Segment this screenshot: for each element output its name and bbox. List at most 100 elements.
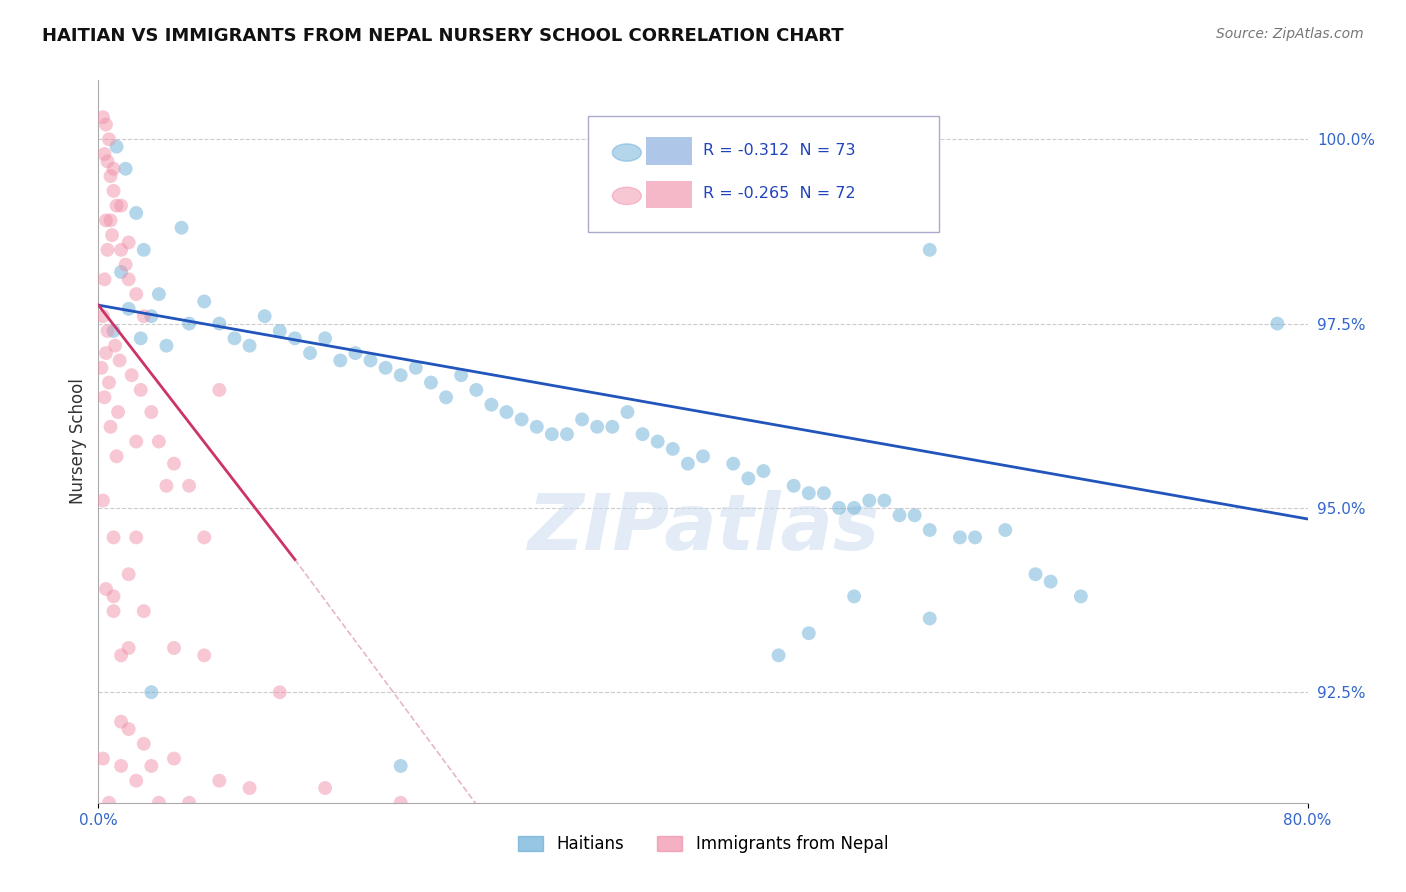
- Text: HAITIAN VS IMMIGRANTS FROM NEPAL NURSERY SCHOOL CORRELATION CHART: HAITIAN VS IMMIGRANTS FROM NEPAL NURSERY…: [42, 27, 844, 45]
- Point: [208, 773, 231, 788]
- Point: [94, 213, 117, 227]
- Point: [783, 479, 806, 493]
- Point: [374, 360, 396, 375]
- Point: [118, 567, 141, 582]
- Point: [98, 376, 121, 390]
- Point: [904, 508, 927, 523]
- Point: [692, 450, 714, 464]
- Point: [103, 184, 125, 198]
- Point: [132, 604, 155, 618]
- Point: [465, 383, 488, 397]
- Point: [148, 796, 170, 810]
- Point: [96, 243, 118, 257]
- Point: [110, 265, 132, 279]
- Point: [1267, 317, 1289, 331]
- Point: [828, 500, 851, 515]
- Point: [98, 132, 121, 146]
- Point: [193, 530, 215, 544]
- Point: [91, 751, 114, 765]
- Point: [284, 331, 307, 345]
- Point: [94, 582, 117, 596]
- Point: [299, 346, 322, 360]
- Point: [155, 479, 177, 493]
- Point: [125, 287, 148, 301]
- Point: [253, 309, 276, 323]
- Circle shape: [613, 144, 641, 161]
- Point: [450, 368, 472, 383]
- Point: [797, 626, 820, 640]
- Point: [91, 493, 114, 508]
- Point: [118, 235, 141, 250]
- Point: [114, 161, 136, 176]
- Point: [723, 457, 745, 471]
- Point: [170, 220, 193, 235]
- Point: [93, 390, 115, 404]
- Point: [405, 360, 427, 375]
- Point: [132, 243, 155, 257]
- Circle shape: [613, 187, 641, 204]
- Point: [103, 530, 125, 544]
- Point: [110, 648, 132, 663]
- Point: [118, 640, 141, 655]
- Point: [163, 457, 186, 471]
- FancyBboxPatch shape: [588, 116, 939, 232]
- Point: [661, 442, 683, 456]
- Point: [179, 796, 201, 810]
- Text: Source: ZipAtlas.com: Source: ZipAtlas.com: [1216, 27, 1364, 41]
- Point: [918, 243, 941, 257]
- Point: [91, 110, 114, 124]
- Point: [110, 714, 132, 729]
- Point: [239, 780, 262, 795]
- Point: [555, 427, 578, 442]
- Point: [93, 147, 115, 161]
- Point: [107, 405, 129, 419]
- Point: [994, 523, 1017, 537]
- Point: [148, 287, 170, 301]
- Point: [571, 412, 593, 426]
- Point: [269, 324, 291, 338]
- Point: [797, 486, 820, 500]
- Point: [105, 199, 128, 213]
- Point: [103, 324, 125, 338]
- Point: [155, 339, 177, 353]
- Point: [132, 737, 155, 751]
- Point: [918, 611, 941, 625]
- Point: [540, 427, 562, 442]
- Point: [94, 346, 117, 360]
- Point: [269, 685, 291, 699]
- Point: [193, 294, 215, 309]
- Point: [108, 353, 131, 368]
- Point: [208, 383, 231, 397]
- Point: [129, 331, 152, 345]
- Point: [510, 412, 533, 426]
- Point: [125, 206, 148, 220]
- Point: [918, 523, 941, 537]
- Point: [1024, 567, 1046, 582]
- Point: [103, 590, 125, 604]
- Point: [329, 353, 352, 368]
- Point: [495, 405, 517, 419]
- Point: [125, 434, 148, 449]
- Point: [314, 331, 336, 345]
- Point: [110, 243, 132, 257]
- Point: [141, 759, 163, 773]
- Point: [132, 309, 155, 323]
- Bar: [647, 137, 692, 165]
- Point: [114, 258, 136, 272]
- Point: [105, 139, 128, 153]
- Point: [389, 796, 412, 810]
- Point: [103, 161, 125, 176]
- Point: [100, 213, 122, 227]
- Point: [100, 419, 122, 434]
- Point: [96, 324, 118, 338]
- Point: [148, 434, 170, 449]
- Point: [965, 530, 987, 544]
- Point: [103, 604, 125, 618]
- Point: [163, 751, 186, 765]
- Point: [93, 272, 115, 286]
- Point: [105, 450, 128, 464]
- Point: [949, 530, 972, 544]
- Point: [94, 118, 117, 132]
- Point: [141, 685, 163, 699]
- Bar: [647, 181, 692, 208]
